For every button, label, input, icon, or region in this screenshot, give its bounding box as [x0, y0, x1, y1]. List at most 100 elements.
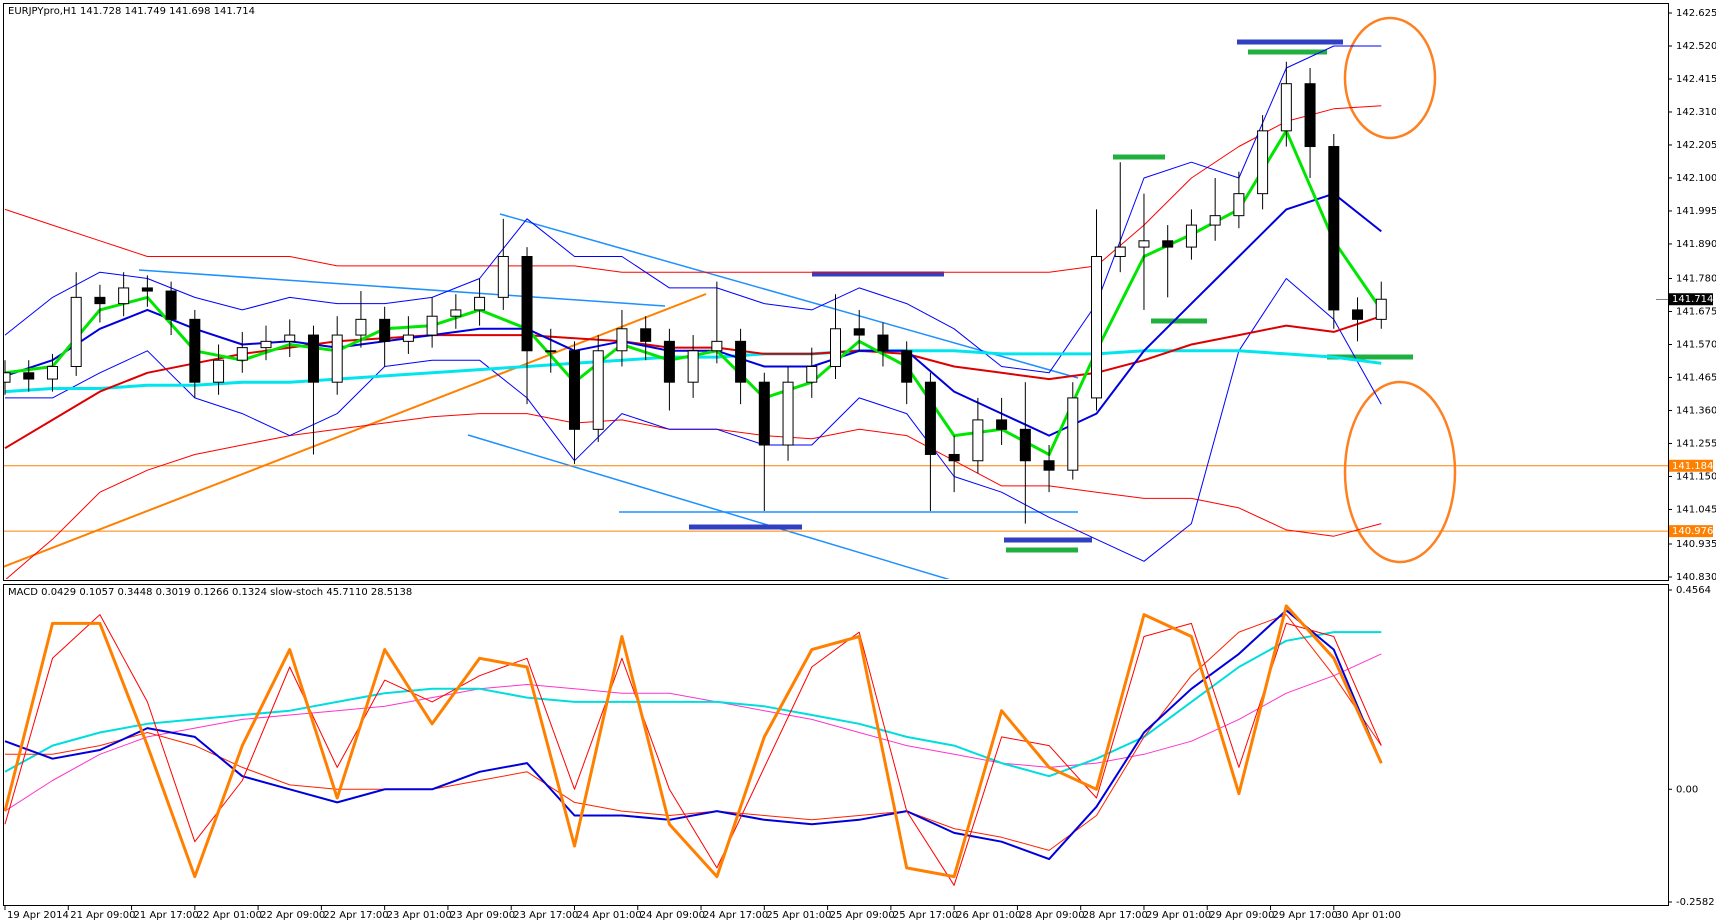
- candle-body: [1304, 83, 1316, 148]
- candle-body: [996, 419, 1008, 430]
- candle-body: [1233, 193, 1245, 217]
- macd-header: MACD 0.0429 0.1057 0.3448 0.3019 0.1266 …: [8, 587, 412, 598]
- candle-body: [853, 328, 865, 336]
- indicator-line: [5, 278, 1382, 562]
- y-tick-label: 142.310: [1676, 107, 1716, 118]
- y-tick-label: 140.830: [1676, 572, 1716, 583]
- candle-body: [1043, 460, 1055, 471]
- candle-body: [1352, 309, 1364, 320]
- y-tick-label: 141.465: [1676, 372, 1716, 383]
- indicator-line: [4, 45, 1382, 374]
- candle-body: [331, 334, 343, 383]
- x-tick-label: 22 Apr 17:00: [323, 910, 388, 921]
- candle-body: [4, 372, 11, 383]
- x-tick-label: 28 Apr 17:00: [1083, 910, 1148, 921]
- highlight-ellipse: [1343, 380, 1457, 564]
- y-tick-label: 142.205: [1676, 140, 1716, 151]
- candle-body: [94, 296, 106, 305]
- candle-body: [782, 381, 794, 446]
- candle-body: [46, 365, 58, 380]
- candle-body: [1067, 397, 1079, 471]
- candle-body: [830, 328, 841, 367]
- candle-body: [1185, 224, 1197, 248]
- candle-body: [141, 287, 153, 292]
- x-tick-label: 29 Apr 09:00: [1209, 910, 1274, 921]
- candle-body: [735, 340, 747, 383]
- candle-body: [924, 381, 936, 455]
- y-tick-label: 141.150: [1676, 471, 1716, 482]
- candle-body: [545, 350, 557, 353]
- candle-body: [426, 315, 438, 336]
- y-tick-label: 0.4564: [1676, 585, 1711, 596]
- candle-body: [189, 318, 201, 383]
- candle-body: [521, 256, 533, 352]
- candle-body: [972, 419, 984, 462]
- candle-body: [260, 340, 272, 349]
- y-tick-label: 141.995: [1676, 206, 1716, 217]
- candle-body: [1162, 240, 1174, 248]
- y-tick-label: 141.360: [1676, 405, 1716, 416]
- labels: EURJPYpro,H1 141.728 141.749 141.698 141…: [4, 6, 1716, 921]
- candle-body: [307, 334, 319, 383]
- y-tick-label: 140.935: [1676, 539, 1716, 550]
- last-price-box: [1669, 293, 1713, 306]
- x-tick-label: 26 Apr 01:00: [956, 910, 1021, 921]
- candle-body: [1091, 256, 1103, 399]
- candle-body: [948, 453, 960, 462]
- x-tick-label: 28 Apr 09:00: [1019, 910, 1084, 921]
- candle-body: [758, 381, 770, 446]
- price-label: 141.184: [1672, 461, 1713, 472]
- x-tick-label: 25 Apr 09:00: [830, 910, 895, 921]
- candle-body: [379, 318, 391, 342]
- candle-body: [70, 296, 82, 367]
- y-tick-label: 142.625: [1676, 8, 1716, 19]
- candle-body: [402, 334, 414, 342]
- x-tick-label: 24 Apr 09:00: [640, 910, 705, 921]
- candle-body: [1138, 240, 1150, 248]
- indicator-line: [4, 614, 1382, 886]
- trend-line: [138, 269, 666, 307]
- x-tick-label: 30 Apr 01:00: [1336, 910, 1401, 921]
- candle-body: [901, 350, 913, 383]
- y-tick-label: 0.00: [1676, 784, 1698, 795]
- macd-plot: [4, 604, 1383, 886]
- candle-body: [568, 350, 580, 430]
- candle-body: [165, 290, 177, 320]
- candle-body: [1375, 298, 1387, 320]
- highlight-ellipse: [1343, 16, 1437, 140]
- x-tick-label: 25 Apr 01:00: [766, 910, 831, 921]
- price-label-box: [1669, 525, 1713, 538]
- candle-body: [1328, 146, 1340, 311]
- candle-body: [1019, 428, 1031, 462]
- x-tick-label: 23 Apr 01:00: [387, 910, 452, 921]
- price-label-box: [1669, 459, 1713, 472]
- candle-body: [806, 365, 818, 383]
- y-tick-label: 141.045: [1676, 504, 1716, 515]
- x-tick-label: 29 Apr 17:00: [1273, 910, 1338, 921]
- candle-body: [497, 256, 509, 298]
- y-tick-label: 141.255: [1676, 438, 1716, 449]
- candle-body: [118, 287, 130, 305]
- candle-body: [284, 334, 296, 342]
- candle-body: [355, 318, 367, 336]
- trend-line: [467, 434, 950, 579]
- candle-body: [592, 350, 604, 430]
- y-tick-label: 141.780: [1676, 274, 1716, 285]
- price-label: 140.976: [1672, 526, 1713, 537]
- y-tick-label: 142.100: [1676, 173, 1716, 184]
- x-tick-label: 22 Apr 01:00: [197, 910, 262, 921]
- last-price-label: 141.714: [1672, 294, 1713, 305]
- main-header: EURJPYpro,H1 141.728 141.749 141.698 141…: [8, 6, 255, 17]
- indicator-line: [4, 653, 1382, 812]
- x-tick-label: 24 Apr 17:00: [703, 910, 768, 921]
- y-tick-label: 142.415: [1676, 74, 1716, 85]
- candle-body: [640, 328, 652, 342]
- candle-body: [877, 334, 889, 352]
- y-tick-label: 141.890: [1676, 239, 1716, 250]
- main-plot: [4, 45, 1668, 579]
- candle-body: [663, 340, 675, 383]
- y-tick-label: -0.2582: [1676, 897, 1715, 908]
- x-tick-label: 21 Apr 17:00: [134, 910, 199, 921]
- candle-body: [1257, 130, 1269, 195]
